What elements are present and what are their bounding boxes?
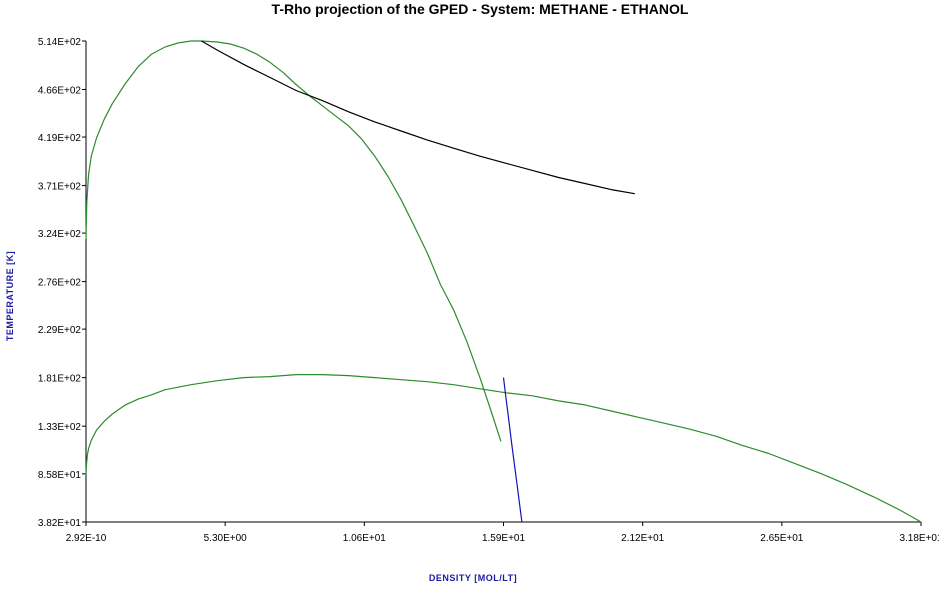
chart-title: T-Rho projection of the GPED - System: M… — [272, 1, 689, 17]
y-tick-label: 4.66E+02 — [38, 86, 82, 97]
axes — [85, 41, 921, 523]
x-tick-label: 5.30E+00 — [204, 533, 248, 544]
y-axis-label: TEMPERATURE [K] — [5, 251, 15, 341]
plot-area — [85, 40, 922, 523]
series-line-3 — [85, 374, 922, 523]
x-tick-label: 2.12E+01 — [621, 533, 665, 544]
x-tick-label: 1.06E+01 — [343, 533, 387, 544]
y-tick-label: 5.14E+02 — [38, 37, 82, 48]
y-tick-label: 3.82E+01 — [38, 518, 82, 529]
series-line-2 — [201, 40, 635, 195]
y-tick-label: 3.71E+02 — [38, 182, 82, 193]
y-tick-label: 2.76E+02 — [38, 278, 82, 289]
x-axis-label: DENSITY [MOL/LT] — [429, 573, 517, 583]
x-tick-label: 1.59E+01 — [482, 533, 526, 544]
y-tick-label: 2.29E+02 — [38, 325, 82, 336]
x-tick-label: 2.65E+01 — [760, 533, 804, 544]
x-tick-label: 2.92E-10 — [66, 533, 107, 544]
tick-labels: 2.92E-10 5.30E+00 1.06E+01 1.59E+01 2.12E+01… — [38, 37, 939, 544]
y-tick-label: 1.81E+02 — [38, 374, 82, 385]
series-line-4 — [502, 377, 523, 523]
y-tick-label: 3.24E+02 — [38, 229, 82, 240]
y-tick-label: 1.33E+02 — [38, 422, 82, 433]
y-tick-label: 4.19E+02 — [38, 133, 82, 144]
y-tick-label: 8.58E+01 — [38, 470, 82, 481]
series-line-1 — [85, 40, 502, 442]
x-tick-label: 3.18E+01 — [899, 533, 939, 544]
